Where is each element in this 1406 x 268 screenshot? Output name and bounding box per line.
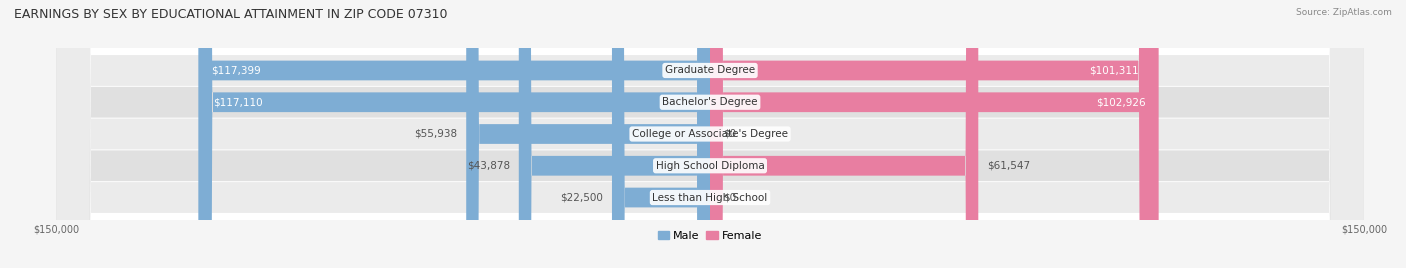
Text: $61,547: $61,547 — [987, 161, 1031, 171]
FancyBboxPatch shape — [198, 0, 710, 268]
FancyBboxPatch shape — [710, 0, 1152, 268]
Text: $0: $0 — [723, 192, 737, 203]
FancyBboxPatch shape — [519, 0, 710, 268]
FancyBboxPatch shape — [56, 0, 1364, 268]
Text: Less than High School: Less than High School — [652, 192, 768, 203]
Text: Source: ZipAtlas.com: Source: ZipAtlas.com — [1296, 8, 1392, 17]
FancyBboxPatch shape — [710, 0, 979, 268]
Text: $102,926: $102,926 — [1095, 97, 1146, 107]
Text: Bachelor's Degree: Bachelor's Degree — [662, 97, 758, 107]
FancyBboxPatch shape — [56, 0, 1364, 268]
FancyBboxPatch shape — [56, 0, 1364, 268]
Text: $117,110: $117,110 — [212, 97, 263, 107]
Text: $43,878: $43,878 — [467, 161, 510, 171]
Text: $22,500: $22,500 — [561, 192, 603, 203]
Text: Graduate Degree: Graduate Degree — [665, 65, 755, 76]
Text: $101,311: $101,311 — [1088, 65, 1139, 76]
Text: $117,399: $117,399 — [211, 65, 262, 76]
Text: $55,938: $55,938 — [415, 129, 457, 139]
FancyBboxPatch shape — [56, 0, 1364, 268]
FancyBboxPatch shape — [200, 0, 710, 268]
Text: College or Associate's Degree: College or Associate's Degree — [633, 129, 787, 139]
FancyBboxPatch shape — [467, 0, 710, 268]
FancyBboxPatch shape — [710, 0, 1159, 268]
Text: High School Diploma: High School Diploma — [655, 161, 765, 171]
Text: $0: $0 — [723, 129, 737, 139]
FancyBboxPatch shape — [612, 0, 710, 268]
Text: EARNINGS BY SEX BY EDUCATIONAL ATTAINMENT IN ZIP CODE 07310: EARNINGS BY SEX BY EDUCATIONAL ATTAINMEN… — [14, 8, 447, 21]
Legend: Male, Female: Male, Female — [654, 226, 766, 245]
FancyBboxPatch shape — [56, 0, 1364, 268]
